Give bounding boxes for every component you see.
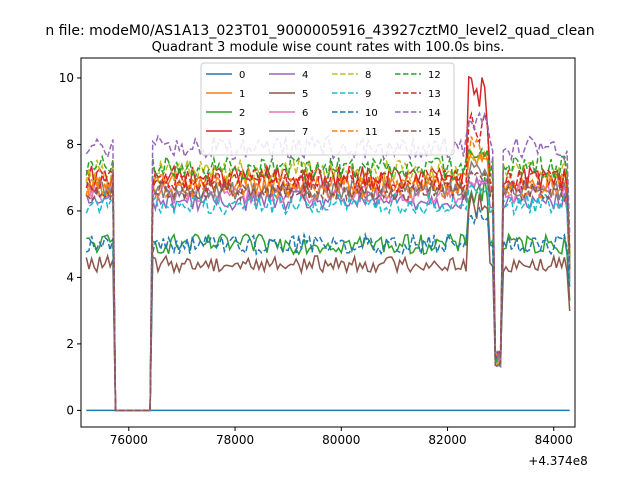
axes-frame — [80, 57, 576, 428]
y-tick-label: 10 — [59, 71, 74, 85]
legend-label-3: 3 — [239, 127, 245, 138]
legend-label-10: 10 — [365, 108, 378, 119]
legend-label-11: 11 — [365, 127, 378, 138]
y-tick-label: 8 — [66, 137, 74, 151]
x-tick-label: 84000 — [535, 433, 573, 447]
y-tick-label: 0 — [66, 403, 74, 417]
legend-label-13: 13 — [428, 89, 441, 100]
series-line-9 — [85, 183, 571, 412]
series-line-5 — [85, 193, 571, 412]
series-line-13 — [85, 111, 571, 412]
legend-label-7: 7 — [302, 127, 308, 138]
legend-label-5: 5 — [302, 89, 308, 100]
legend-label-0: 0 — [239, 70, 245, 81]
chart-suptitle: n file: modeM0/AS1A13_023T01_9000005916_… — [45, 23, 594, 39]
legend-label-12: 12 — [428, 70, 441, 81]
chart-title: Quadrant 3 module wise count rates with … — [152, 40, 505, 55]
legend-label-8: 8 — [365, 70, 371, 81]
legend-label-6: 6 — [302, 108, 308, 119]
legend-label-15: 15 — [428, 127, 441, 138]
series-line-4 — [85, 175, 571, 412]
x-tick-label: 82000 — [428, 433, 466, 447]
x-tick-label: 80000 — [322, 433, 360, 447]
y-tick-label: 4 — [66, 270, 74, 284]
x-tick-label: 78000 — [216, 433, 254, 447]
series-line-10 — [85, 206, 571, 412]
legend-box — [200, 62, 455, 156]
y-tick-label: 2 — [66, 337, 74, 351]
legend-label-1: 1 — [239, 89, 245, 100]
y-tick-label: 6 — [66, 204, 74, 218]
plot-area — [85, 75, 571, 412]
legend-label-14: 14 — [428, 108, 441, 119]
legend-label-2: 2 — [239, 108, 245, 119]
x-tick-label: 76000 — [110, 433, 148, 447]
x-offset-label: +4.374e8 — [528, 454, 587, 468]
series-line-15 — [85, 170, 571, 412]
legend-label-4: 4 — [302, 70, 308, 81]
legend-label-9: 9 — [365, 89, 371, 100]
